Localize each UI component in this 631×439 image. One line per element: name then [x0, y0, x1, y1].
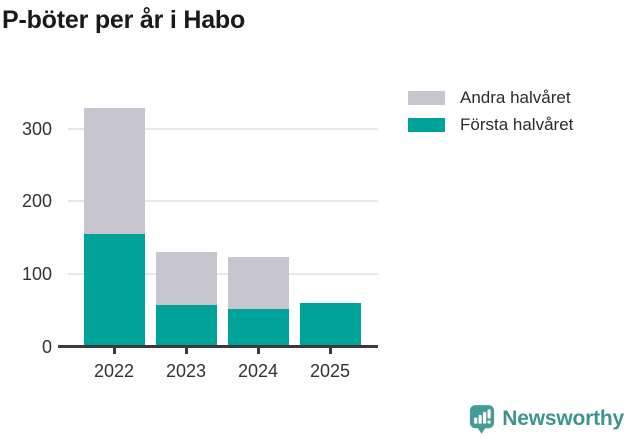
bar-2024-andra: [227, 256, 289, 310]
bar-2023-forsta: [155, 304, 217, 347]
gridline-300: [68, 127, 378, 130]
bar-2022-forsta: [83, 234, 145, 347]
x-axis-line: [58, 345, 378, 348]
newsworthy-logo-icon: [470, 405, 495, 434]
x-tick-label-2023: 2023: [165, 361, 207, 381]
bar-2023-andra: [155, 252, 217, 305]
x-tick-2023: [185, 347, 188, 354]
chart-title: P-böter per år i Habo: [2, 6, 246, 34]
y-tick-label-100: 100: [21, 264, 52, 285]
bar-2024-forsta: [227, 309, 289, 347]
gridline-100: [68, 273, 378, 276]
y-tick-label-200: 200: [21, 191, 52, 212]
legend-label: Andra halvåret: [460, 87, 571, 107]
y-tick-label-300: 300: [21, 118, 52, 139]
gridline-200: [68, 200, 378, 203]
legend: Andra halvåret Första halvåret: [408, 87, 574, 134]
legend-item-andra-halvaret: Andra halvåret: [408, 87, 573, 107]
x-tick-2025: [329, 347, 332, 354]
legend-swatch-forsta: [408, 117, 445, 132]
brand-footer: Newsworthy: [469, 404, 624, 434]
brand-name: Newsworthy: [502, 407, 624, 430]
legend-label: Första halvåret: [460, 114, 574, 134]
legend-item-forsta-halvaret: Första halvåret: [408, 114, 574, 134]
bar-2022-andra: [83, 107, 145, 235]
y-tick-label-0: 0: [41, 337, 52, 357]
legend-swatch-andra: [408, 90, 445, 105]
x-tick-2024: [257, 347, 260, 354]
x-tick-label-2022: 2022: [93, 361, 135, 381]
plot-area: [58, 85, 378, 354]
stacked-bar-chart: 0 100 200 300 2022 2023 2024 2025: [0, 85, 400, 395]
x-tick-label-2024: 2024: [237, 361, 279, 381]
x-tick-label-2025: 2025: [309, 361, 351, 381]
bar-2025-forsta: [299, 303, 361, 347]
x-tick-2022: [113, 347, 116, 354]
